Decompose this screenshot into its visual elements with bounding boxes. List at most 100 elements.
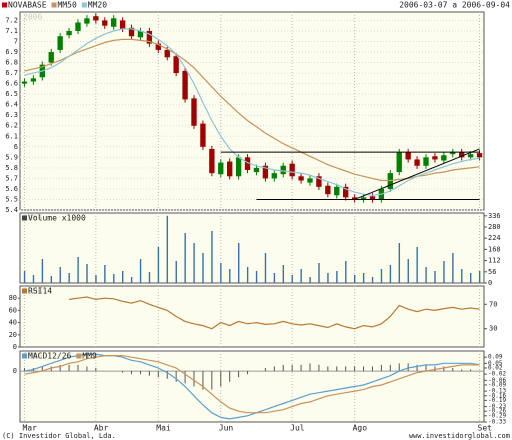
y-tick-label: 5.5 bbox=[5, 195, 18, 203]
y-tick-label: 5.9 bbox=[5, 153, 18, 161]
y-tick-label: 7.1 bbox=[5, 27, 18, 35]
x-tick-label: Abr bbox=[94, 424, 109, 433]
bar bbox=[32, 275, 35, 283]
y-tick-label: 0 bbox=[488, 279, 492, 287]
candle-body bbox=[75, 22, 81, 31]
bar bbox=[452, 253, 454, 283]
candle-body bbox=[441, 155, 447, 161]
candle-body bbox=[102, 20, 108, 26]
y-tick-label: 112 bbox=[488, 257, 501, 265]
candle-body bbox=[334, 186, 340, 196]
y-tick-label: 6.4 bbox=[5, 101, 18, 109]
y2-tick-label: -0.33 bbox=[488, 419, 506, 426]
histogram-bar bbox=[229, 371, 231, 382]
panel-title: Volume x1000 bbox=[28, 214, 86, 223]
bar bbox=[264, 253, 267, 283]
histogram-bar bbox=[193, 371, 195, 387]
candle-body bbox=[182, 70, 188, 100]
candle-body bbox=[48, 52, 54, 63]
y-tick-label: 5.7 bbox=[5, 174, 18, 182]
candle-body bbox=[200, 123, 206, 147]
candle-body bbox=[459, 152, 465, 158]
y-tick-label: 40 bbox=[9, 319, 17, 327]
panel bbox=[19, 212, 485, 284]
y-tick-label: 6.5 bbox=[5, 90, 18, 98]
y2-tick-label: -0.09 bbox=[488, 381, 506, 388]
y2-tick-label: -0.16 bbox=[488, 392, 506, 399]
histogram-bar bbox=[416, 364, 418, 372]
bar bbox=[371, 277, 374, 283]
candle-body bbox=[209, 148, 215, 174]
bar bbox=[327, 273, 329, 283]
histogram-bar bbox=[282, 364, 284, 372]
candle-body bbox=[351, 197, 358, 200]
y-tick-label: 0 bbox=[13, 343, 17, 351]
moving-average-line bbox=[24, 28, 480, 196]
histogram-bar bbox=[389, 364, 391, 372]
histogram-bar bbox=[318, 364, 320, 372]
histogram-bar bbox=[220, 371, 222, 387]
y-tick-label: 6.1 bbox=[5, 132, 18, 140]
bar bbox=[425, 267, 427, 283]
bar bbox=[309, 277, 311, 283]
bar bbox=[77, 257, 79, 283]
bar bbox=[59, 267, 61, 283]
candle-body bbox=[173, 56, 179, 74]
bar bbox=[193, 243, 195, 283]
legend-label: MM50 bbox=[58, 1, 77, 10]
histogram-bar bbox=[354, 366, 356, 372]
candle-body bbox=[280, 165, 286, 175]
y-tick-label: 7.2 bbox=[5, 16, 18, 24]
bar bbox=[166, 215, 169, 283]
histogram-bar bbox=[434, 366, 436, 372]
footer-right: www.investidorglobal.com bbox=[409, 432, 510, 440]
watermark: 2006 bbox=[23, 287, 42, 296]
bar bbox=[139, 259, 142, 283]
histogram-bar bbox=[425, 364, 427, 372]
x-tick-label: Jul bbox=[290, 424, 305, 433]
bar bbox=[229, 269, 231, 283]
y2-tick-label: 70 bbox=[489, 300, 497, 308]
legend-swatch bbox=[81, 2, 87, 8]
y-tick-label: 6.2 bbox=[5, 122, 18, 130]
y2-tick-label: 30 bbox=[489, 325, 497, 333]
bar bbox=[362, 273, 365, 283]
candle-body bbox=[253, 167, 260, 173]
y-tick-label: 20 bbox=[9, 331, 17, 339]
candle-body bbox=[191, 98, 197, 126]
bar bbox=[122, 271, 124, 283]
watermark: 2006 bbox=[23, 13, 42, 22]
candle-body bbox=[360, 197, 367, 200]
x-tick-label: Set bbox=[478, 424, 493, 433]
bar bbox=[389, 265, 392, 283]
candle-body bbox=[423, 157, 429, 166]
candle-body bbox=[227, 161, 233, 177]
candle-body bbox=[235, 157, 242, 177]
histogram-bar bbox=[273, 366, 275, 372]
histogram-bar bbox=[470, 369, 472, 372]
histogram-bar bbox=[184, 371, 186, 384]
histogram-bar bbox=[264, 367, 266, 372]
candle-body bbox=[155, 43, 161, 50]
footer-left: (C) Investidor Global, Lda. bbox=[2, 432, 116, 440]
y-tick-label: 5.8 bbox=[5, 164, 18, 172]
bar bbox=[41, 259, 44, 283]
bar bbox=[345, 261, 347, 283]
y-tick-label: 5.6 bbox=[5, 185, 18, 193]
bar bbox=[398, 243, 401, 283]
candle-body bbox=[271, 173, 277, 179]
candle-body bbox=[476, 153, 483, 158]
bar bbox=[478, 271, 481, 283]
y2-tick-label: -0.29 bbox=[488, 412, 506, 419]
histogram-bar bbox=[148, 371, 150, 376]
bar bbox=[246, 267, 249, 283]
histogram-bar bbox=[443, 366, 445, 372]
y-tick-label: 6.9 bbox=[5, 48, 18, 56]
bar bbox=[211, 231, 213, 283]
y2-tick-label: 0.02 bbox=[488, 364, 503, 371]
bar bbox=[184, 233, 186, 283]
bar bbox=[86, 264, 88, 283]
legend-swatch bbox=[22, 288, 27, 294]
histogram-bar bbox=[175, 371, 177, 382]
